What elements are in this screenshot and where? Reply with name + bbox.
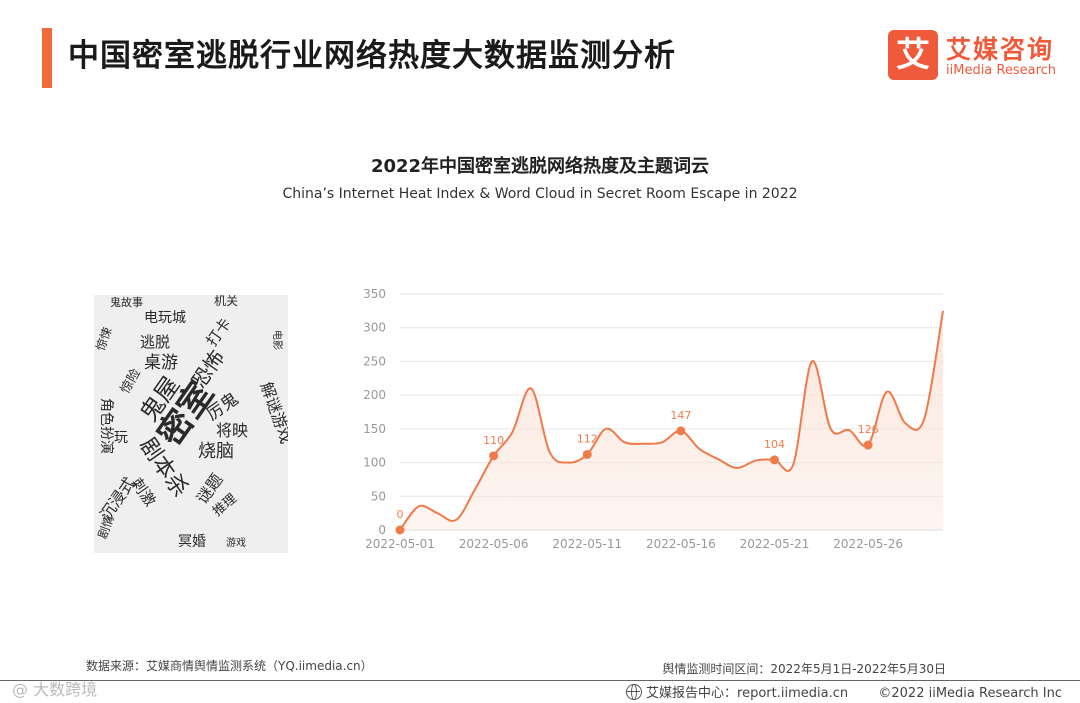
data-label: 147 xyxy=(670,409,691,422)
wordcloud-word: 桌游 xyxy=(144,353,178,373)
copyright: ©2022 iiMedia Research Inc xyxy=(878,686,1062,701)
data-label: 110 xyxy=(483,434,504,447)
wordcloud-word: 角色扮演 xyxy=(98,398,114,454)
wordcloud-word: 恐怖 xyxy=(186,345,230,393)
y-tick-label: 200 xyxy=(363,388,386,402)
y-tick-label: 100 xyxy=(363,456,386,470)
wordcloud-word: 电玩城 xyxy=(144,310,186,326)
data-point xyxy=(676,426,686,436)
logo-mark-icon: 艾 xyxy=(888,30,938,80)
wordcloud-word: 玩 xyxy=(114,430,128,446)
x-tick-label: 2022-05-26 xyxy=(833,537,903,551)
y-tick-label: 0 xyxy=(378,523,386,537)
report-center-link[interactable]: 艾媒报告中心：report.iimedia.cn xyxy=(646,686,849,701)
x-tick-label: 2022-05-16 xyxy=(646,537,716,551)
brand-logo: 艾 艾媒咨询 iiMedia Research xyxy=(888,28,1068,84)
y-tick-label: 300 xyxy=(363,321,386,335)
watermark-text: @ 大数跨境 xyxy=(12,680,98,699)
data-label: 104 xyxy=(764,438,785,451)
x-tick-label: 2022-05-21 xyxy=(740,537,810,551)
wordcloud-word: 冥婚 xyxy=(178,534,206,550)
y-tick-label: 250 xyxy=(363,354,386,368)
chart-title: 2022年中国密室逃脱网络热度及主题词云 xyxy=(370,156,710,177)
wordcloud-word: 将映 xyxy=(216,421,249,440)
series-area xyxy=(400,310,943,530)
wordcloud-word: 逃脱 xyxy=(140,333,171,351)
wordcloud-word: 游戏 xyxy=(226,538,246,549)
word-cloud: 密室 鬼屋 剧本杀 恐怖 惊悚 逃脱 解谜游戏 桌游 烧脑 沉浸式 电玩城 角色… xyxy=(94,295,288,553)
data-point xyxy=(489,451,499,461)
wordcloud-word: 烧脑 xyxy=(198,441,234,462)
data-label: 126 xyxy=(858,423,879,436)
wordcloud-word: 剧情 xyxy=(95,513,117,541)
logo-name-cn: 艾媒咨询 xyxy=(946,35,1055,64)
wordcloud-word: 惊悚 xyxy=(94,325,115,353)
footer-info: 艾媒报告中心：report.iimedia.cn ©2022 iiMedia R… xyxy=(626,682,1062,701)
page-title: 中国密室逃脱行业网络热度大数据监测分析 xyxy=(68,38,676,74)
wordcloud-word: 刺激 xyxy=(127,474,160,510)
data-label: 0 xyxy=(397,508,404,521)
wordcloud-word: 鬼故事 xyxy=(110,296,143,309)
y-tick-label: 350 xyxy=(363,287,386,301)
data-point xyxy=(863,440,873,450)
wordcloud-word: 打卡 xyxy=(202,314,235,350)
title-accent-bar xyxy=(42,28,52,88)
monitoring-period: 舆情监测时间区间：2022年5月1日-2022年5月30日 xyxy=(662,662,946,676)
x-tick-label: 2022-05-01 xyxy=(365,537,435,551)
x-tick-label: 2022-05-06 xyxy=(459,537,529,551)
heat-line-chart: 0 50 100 150 200 250 300 350 2022-05-01 2022-05-0… xyxy=(363,287,944,551)
chart-subtitle: China’s Internet Heat Index & Word Cloud… xyxy=(282,186,798,202)
data-source: 数据来源：艾媒商情舆情监测系统（YQ.iimedia.cn） xyxy=(86,659,373,673)
globe-icon xyxy=(626,684,643,700)
data-point xyxy=(769,455,779,465)
data-label: 112 xyxy=(577,432,598,445)
footer-divider xyxy=(0,680,1080,681)
x-tick-label: 2022-05-11 xyxy=(552,537,622,551)
wordcloud-word: 惊险 xyxy=(118,366,145,397)
wordcloud-word: 电影 xyxy=(271,330,282,350)
logo-name-en: iiMedia Research xyxy=(946,63,1057,78)
y-tick-label: 50 xyxy=(371,489,386,503)
wordcloud-word: 机关 xyxy=(214,295,239,308)
y-tick-label: 150 xyxy=(363,422,386,436)
data-point xyxy=(582,449,592,459)
wordcloud-word: 解谜游戏 xyxy=(256,379,288,447)
data-point xyxy=(395,525,405,535)
